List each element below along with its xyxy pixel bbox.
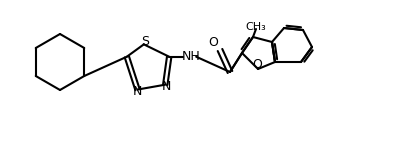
Text: O: O [252,58,262,72]
Text: CH₃: CH₃ [246,22,266,32]
Text: S: S [141,35,149,48]
Text: O: O [208,36,218,48]
Text: N: N [133,85,142,98]
Text: N: N [162,80,171,93]
Text: NH: NH [182,50,200,63]
